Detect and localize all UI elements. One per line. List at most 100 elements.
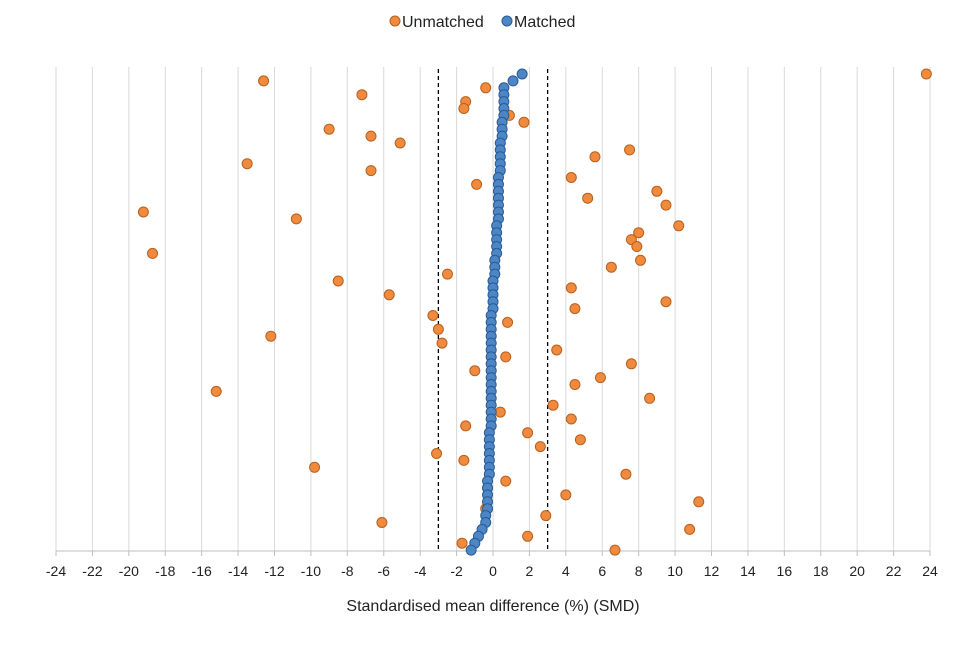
unmatched-point bbox=[582, 192, 594, 204]
unmatched-point bbox=[323, 123, 335, 135]
legend: Unmatched Matched bbox=[389, 14, 575, 31]
unmatched-point bbox=[265, 330, 277, 342]
unmatched-point bbox=[500, 475, 512, 487]
unmatched-point bbox=[534, 441, 546, 453]
unmatched-point bbox=[258, 75, 270, 87]
x-tick-label: 22 bbox=[886, 563, 902, 579]
unmatched-point bbox=[376, 517, 388, 528]
x-axis-ticks: -24 -22 -20 -18 -16 -14 -12 -10 -8 -6 -4 -2 0 2 4 6 8 10 1… bbox=[46, 551, 938, 579]
unmatched-point bbox=[574, 434, 586, 446]
legend-label-matched: Matched bbox=[514, 14, 575, 31]
series-unmatched bbox=[137, 68, 932, 556]
unmatched-point bbox=[441, 268, 453, 280]
legend-label-unmatched: Unmatched bbox=[402, 14, 484, 31]
x-tick-label: 6 bbox=[598, 563, 606, 579]
legend-marker-matched bbox=[501, 15, 513, 27]
x-tick-label: -16 bbox=[192, 563, 212, 579]
unmatched-point bbox=[518, 116, 530, 128]
unmatched-point bbox=[241, 158, 253, 170]
unmatched-point bbox=[471, 178, 483, 190]
x-tick-label: 18 bbox=[813, 563, 829, 579]
x-tick-label: 20 bbox=[849, 563, 865, 579]
x-tick-label: -6 bbox=[378, 563, 391, 579]
unmatched-point bbox=[540, 510, 552, 522]
unmatched-point bbox=[920, 68, 932, 80]
matched-point bbox=[516, 68, 528, 80]
unmatched-point bbox=[651, 185, 663, 197]
unmatched-point bbox=[693, 496, 705, 508]
matched-point bbox=[507, 75, 519, 87]
unmatched-point bbox=[631, 241, 643, 252]
unmatched-point bbox=[137, 206, 149, 218]
unmatched-point bbox=[644, 392, 656, 404]
unmatched-point bbox=[432, 323, 444, 335]
unmatched-point bbox=[684, 523, 696, 535]
x-tick-label: 8 bbox=[635, 563, 643, 579]
unmatched-point bbox=[569, 379, 581, 390]
unmatched-point bbox=[494, 406, 506, 418]
unmatched-point bbox=[673, 220, 685, 232]
x-tick-label: -8 bbox=[341, 563, 354, 579]
unmatched-point bbox=[456, 537, 468, 549]
x-tick-label: -4 bbox=[414, 563, 427, 579]
x-tick-label: -18 bbox=[155, 563, 175, 579]
unmatched-point bbox=[458, 103, 470, 114]
unmatched-point bbox=[660, 199, 672, 211]
x-axis-title: Standardised mean difference (%) (SMD) bbox=[346, 598, 639, 615]
unmatched-point bbox=[605, 261, 617, 273]
unmatched-point bbox=[469, 365, 481, 377]
x-tick-label: -2 bbox=[450, 563, 463, 579]
unmatched-point bbox=[394, 137, 406, 149]
x-tick-label: 12 bbox=[704, 563, 720, 579]
unmatched-point bbox=[660, 296, 672, 308]
x-tick-label: 16 bbox=[777, 563, 793, 579]
unmatched-point bbox=[589, 151, 601, 163]
x-tick-label: -14 bbox=[228, 563, 248, 579]
x-tick-label: 14 bbox=[740, 563, 756, 579]
matched-point bbox=[465, 544, 477, 556]
x-tick-label: -10 bbox=[301, 563, 321, 579]
unmatched-point bbox=[365, 130, 377, 142]
unmatched-point bbox=[624, 144, 636, 156]
unmatched-point bbox=[458, 454, 470, 466]
unmatched-point bbox=[210, 385, 222, 397]
unmatched-point bbox=[547, 399, 559, 411]
unmatched-point bbox=[522, 530, 534, 542]
unmatched-point bbox=[332, 275, 344, 287]
unmatched-point bbox=[147, 247, 159, 259]
unmatched-point bbox=[551, 344, 563, 356]
unmatched-point bbox=[356, 89, 368, 101]
unmatched-point bbox=[427, 310, 439, 321]
unmatched-point bbox=[634, 254, 646, 266]
unmatched-point bbox=[609, 544, 621, 556]
unmatched-point bbox=[290, 213, 302, 225]
unmatched-point bbox=[309, 461, 321, 473]
x-tick-label: 2 bbox=[526, 563, 534, 579]
x-tick-label: 24 bbox=[922, 563, 938, 579]
unmatched-point bbox=[436, 337, 448, 349]
unmatched-point bbox=[460, 420, 472, 432]
unmatched-point bbox=[625, 358, 637, 370]
unmatched-point bbox=[565, 282, 577, 294]
legend-marker-unmatched bbox=[389, 15, 401, 27]
unmatched-point bbox=[565, 172, 577, 183]
x-tick-label: -12 bbox=[264, 563, 284, 579]
unmatched-point bbox=[431, 448, 443, 459]
unmatched-point bbox=[480, 82, 492, 94]
x-tick-label: -20 bbox=[119, 563, 139, 579]
unmatched-point bbox=[365, 165, 377, 177]
x-tick-label: -24 bbox=[46, 563, 66, 579]
x-tick-label: -22 bbox=[82, 563, 102, 579]
series-matched bbox=[465, 68, 528, 556]
threshold-lines bbox=[437, 69, 549, 551]
unmatched-point bbox=[633, 227, 645, 239]
unmatched-point bbox=[565, 413, 577, 425]
unmatched-point bbox=[383, 289, 395, 301]
unmatched-point bbox=[620, 468, 632, 480]
unmatched-point bbox=[594, 372, 606, 384]
unmatched-point bbox=[500, 351, 512, 363]
x-tick-label: 0 bbox=[489, 563, 497, 579]
x-tick-label: 4 bbox=[562, 563, 570, 579]
